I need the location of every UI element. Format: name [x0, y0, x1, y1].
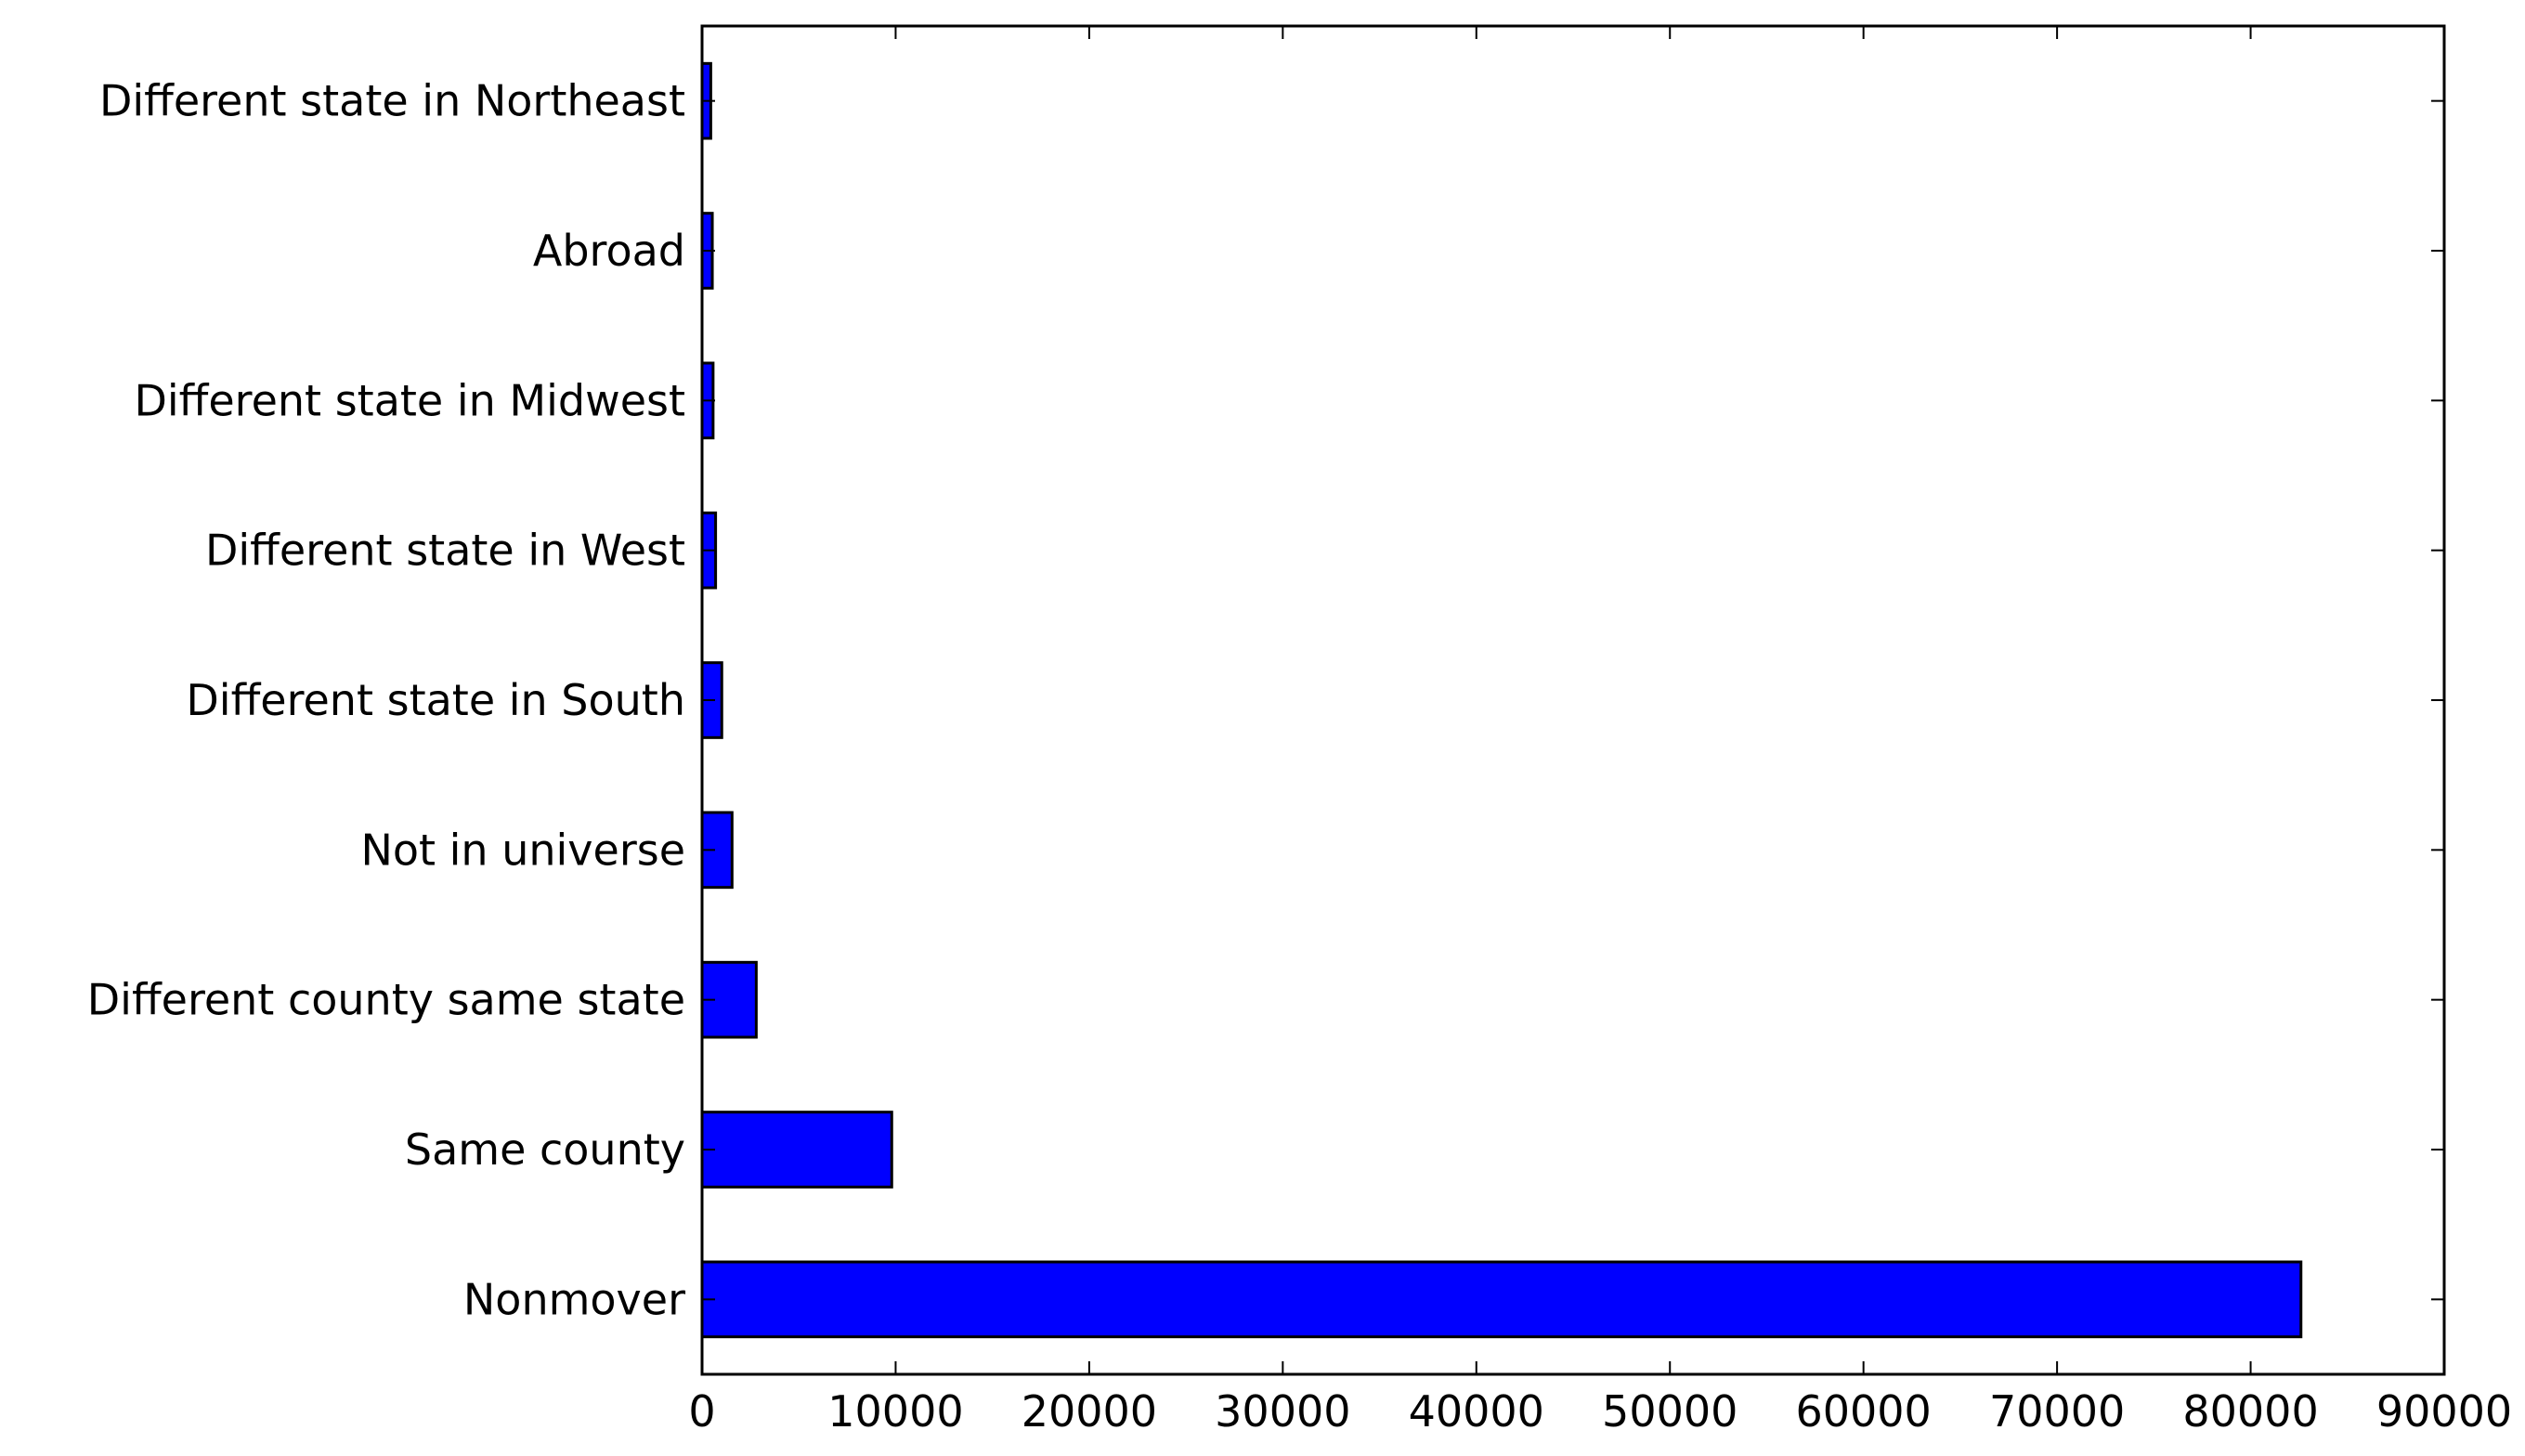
y-tick-label: Nonmover: [463, 1274, 685, 1324]
y-axis-labels: Different state in Northeast Abroad Differ…: [87, 76, 685, 1325]
y-tick-label: Same county: [405, 1124, 685, 1175]
bar-same-county: [700, 1111, 893, 1189]
y-tick-label: Different state in South: [186, 675, 685, 725]
x-tick-label: 70000: [1989, 1386, 2125, 1436]
y-tick-label: Not in universe: [360, 825, 685, 875]
plot-frame: [700, 24, 2446, 1376]
y-tick-label: Different county same state: [87, 975, 685, 1025]
x-tick-label: 20000: [1022, 1386, 1157, 1436]
y-tick-label: Different state in Northeast: [99, 76, 685, 126]
x-tick-label: 90000: [2376, 1386, 2512, 1436]
x-tick-label: 40000: [1409, 1386, 1544, 1436]
bar-nonmover: [700, 1260, 2303, 1339]
bars-layer: [700, 61, 2303, 1339]
x-tick-label: 80000: [2182, 1386, 2318, 1436]
x-tick-label: 30000: [1215, 1386, 1350, 1436]
y-tick-label: Different state in Midwest: [134, 375, 685, 425]
x-tick-label: 50000: [1602, 1386, 1738, 1436]
x-tick-label: 60000: [1795, 1386, 1931, 1436]
ticks-layer: [701, 26, 2445, 1374]
y-tick-label: Different state in West: [205, 526, 685, 576]
y-tick-label: Abroad: [533, 226, 685, 276]
x-tick-label: 0: [688, 1386, 715, 1436]
x-axis-labels: 0 10000 20000 30000 40000 50000 60000 70000 8000…: [688, 1386, 2512, 1436]
x-tick-label: 10000: [827, 1386, 963, 1436]
